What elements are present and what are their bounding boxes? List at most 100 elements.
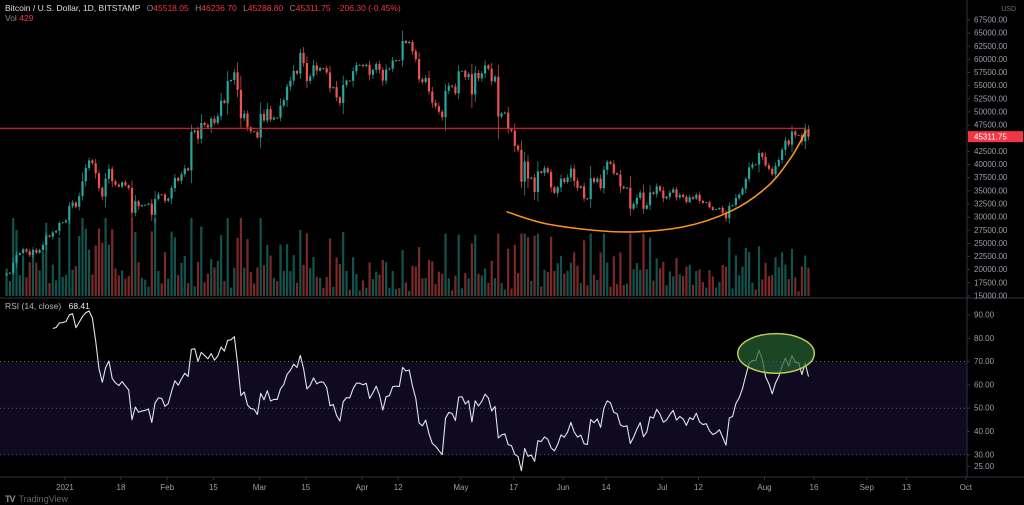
volume-bar (365, 287, 368, 296)
volume-bar (289, 271, 292, 296)
candle-body (266, 109, 269, 121)
candle-body (160, 194, 163, 196)
candle-body (315, 65, 318, 71)
candle-body (378, 64, 381, 70)
candle-body (774, 165, 777, 175)
volume-bar (154, 218, 157, 296)
time-tick-label[interactable]: 2021 (56, 483, 74, 492)
candle-body (68, 205, 71, 221)
volume-bar (691, 284, 695, 296)
candle-body (642, 192, 645, 209)
volume-bar (276, 281, 279, 296)
candle-body (586, 198, 589, 200)
volume-bar (157, 270, 160, 296)
candle-body (243, 113, 246, 119)
candle-body (754, 164, 757, 166)
candle-body (507, 112, 510, 130)
time-tick-label[interactable]: Mar (253, 483, 267, 492)
candle-body (223, 100, 226, 104)
volume-bar (639, 269, 642, 296)
time-tick-label[interactable]: 12 (694, 483, 703, 492)
candle-body (117, 184, 120, 187)
volume-bar (328, 238, 332, 296)
candle-body (25, 249, 28, 252)
volume-bar (88, 249, 91, 296)
volume-bar (711, 276, 714, 296)
tradingview-brand[interactable]: TV TradingView (5, 494, 68, 504)
volume-label[interactable]: Vol (5, 13, 17, 23)
volume-bar (612, 256, 615, 296)
time-tick-label[interactable]: 15 (301, 483, 310, 492)
time-tick-label[interactable]: Feb (160, 483, 174, 492)
volume-bar (299, 229, 302, 296)
volume-bar (503, 289, 506, 296)
volume-bar (378, 274, 381, 296)
volume-bar (71, 269, 74, 296)
volume-bar (229, 287, 233, 296)
candle-body (513, 130, 516, 146)
volume-bar (741, 266, 744, 296)
volume-bar (530, 280, 533, 296)
candle-body (460, 70, 464, 72)
volume-bar (345, 270, 348, 296)
rsi-highlight-ellipse[interactable] (737, 332, 816, 375)
volume-bar (609, 286, 612, 296)
time-tick-label[interactable]: 17 (509, 483, 518, 492)
volume-bar (127, 276, 130, 296)
volume-bar (764, 262, 767, 296)
candle-body (734, 198, 737, 206)
volume-bar (160, 283, 163, 296)
candle-body (332, 87, 335, 89)
volume-bar (599, 252, 602, 296)
time-tick-label[interactable]: Jul (657, 483, 667, 492)
rounding-bottom-curve[interactable] (506, 130, 807, 233)
candle-body (533, 177, 536, 193)
volume-bar (51, 264, 54, 296)
volume-bar (335, 257, 338, 296)
candle-body (256, 132, 259, 138)
time-tick-label[interactable]: May (453, 483, 468, 492)
time-tick-label[interactable]: Apr (356, 483, 369, 492)
time-tick-label[interactable]: 16 (810, 483, 819, 492)
volume-bar (196, 261, 200, 296)
volume-bar (672, 276, 675, 296)
candle-body (74, 202, 77, 207)
candle-body (612, 163, 615, 174)
time-tick-label[interactable]: 12 (394, 483, 403, 492)
time-tick-label[interactable]: 13 (902, 483, 911, 492)
time-tick-label[interactable]: Jun (557, 483, 570, 492)
candle-body (444, 90, 447, 118)
volume-bar (233, 268, 236, 296)
time-tick-label[interactable]: 15 (209, 483, 218, 492)
volume-bar (592, 274, 596, 296)
rsi-indicator-label[interactable]: RSI (14, close) (5, 301, 62, 311)
price-tick-label: 47500.00 (974, 121, 1008, 130)
time-tick-label[interactable]: 14 (602, 483, 611, 492)
volume-bar (573, 252, 576, 296)
volume-bar (348, 289, 351, 296)
volume-bar (282, 270, 285, 296)
candle-body (239, 89, 242, 119)
candle-body (187, 168, 190, 171)
volume-bar (256, 267, 259, 296)
time-tick-label[interactable]: 18 (117, 483, 126, 492)
candle-body (348, 80, 351, 82)
candle-body (358, 65, 361, 66)
time-tick-label[interactable]: Oct (960, 483, 973, 492)
symbol-title[interactable]: Bitcoin / U.S. Dollar, 1D, BITSTAMP (5, 3, 141, 13)
candle-body (292, 70, 295, 81)
candle-body (173, 177, 176, 189)
time-tick-label[interactable]: Sep (860, 483, 875, 492)
volume-bar (111, 229, 114, 296)
candle-body (8, 272, 11, 274)
volume-bar (480, 275, 483, 296)
candle-body (596, 178, 599, 182)
candle-body (781, 149, 784, 161)
rsi-line (52, 310, 810, 472)
candle-body (658, 186, 662, 191)
time-tick-label[interactable]: Aug (757, 483, 771, 492)
candle-body (355, 65, 358, 72)
candle-body (771, 168, 774, 175)
